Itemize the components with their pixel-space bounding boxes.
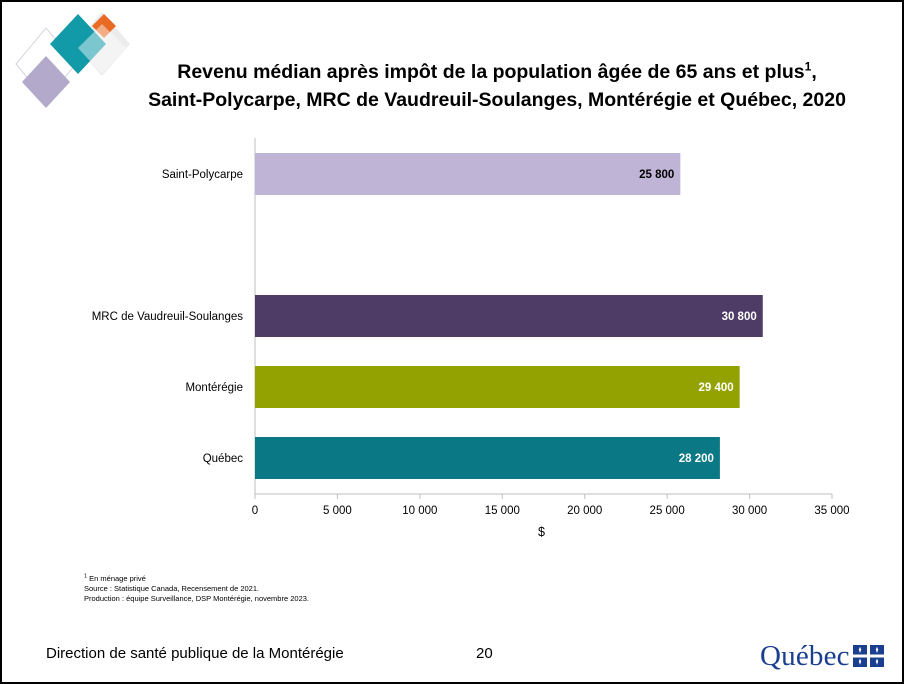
footnote-text: En ménage privé [87,574,146,583]
x-tick-label: 10 000 [402,505,437,517]
x-tick-label: 5 000 [323,505,352,517]
title-footnote-marker: 1 [804,59,812,74]
x-tick-label: 25 000 [650,505,685,517]
page-number: 20 [476,645,493,662]
chart-title: Revenu médian après impôt de la populati… [132,58,862,114]
bar-value-label: 28 200 [679,453,714,465]
category-label: Québec [203,453,244,465]
x-tick-label: 35 000 [814,505,849,517]
bar-1 [255,153,681,195]
x-tick-label: 15 000 [485,505,520,517]
footnote: 1 En ménage privé [84,574,309,584]
quebec-logo-text: Québec [760,639,850,672]
x-axis-title: $ [538,525,545,539]
bar-value-label: 25 800 [639,169,674,181]
bar-value-label: 30 800 [722,311,757,323]
source-note: Source : Statistique Canada, Recensement… [84,584,260,593]
chart-title-line1: Revenu médian après impôt de la populati… [177,61,805,83]
footer-organization: Direction de santé publique de la Montér… [46,645,344,662]
bar-3 [255,366,740,408]
bar-4 [255,437,720,479]
bar-value-label: 29 400 [698,382,733,394]
category-label: Saint-Polycarpe [162,169,243,181]
footnote-marker: 1 [84,573,88,580]
x-tick-label: 0 [252,505,258,517]
category-label: Montérégie [185,382,243,394]
chart-notes: 1 En ménage privé Source : Statistique C… [84,574,309,604]
decorative-diamonds-logo [15,12,130,108]
quebec-flag-icon [852,645,884,667]
production-note: Production : équipe Surveillance, DSP Mo… [84,594,309,603]
quebec-logo: Québec [760,636,884,676]
bar-2 [255,295,763,337]
bar-chart: 0 5 000 10 000 15 000 20 000 25 000 30 000 35 0… [92,138,850,539]
chart-title-line2: Saint-Polycarpe, MRC de Vaudreuil-Soulan… [148,89,846,111]
x-tick-label: 30 000 [732,505,767,517]
x-tick-label: 20 000 [567,505,602,517]
category-label: MRC de Vaudreuil-Soulanges [92,311,244,323]
